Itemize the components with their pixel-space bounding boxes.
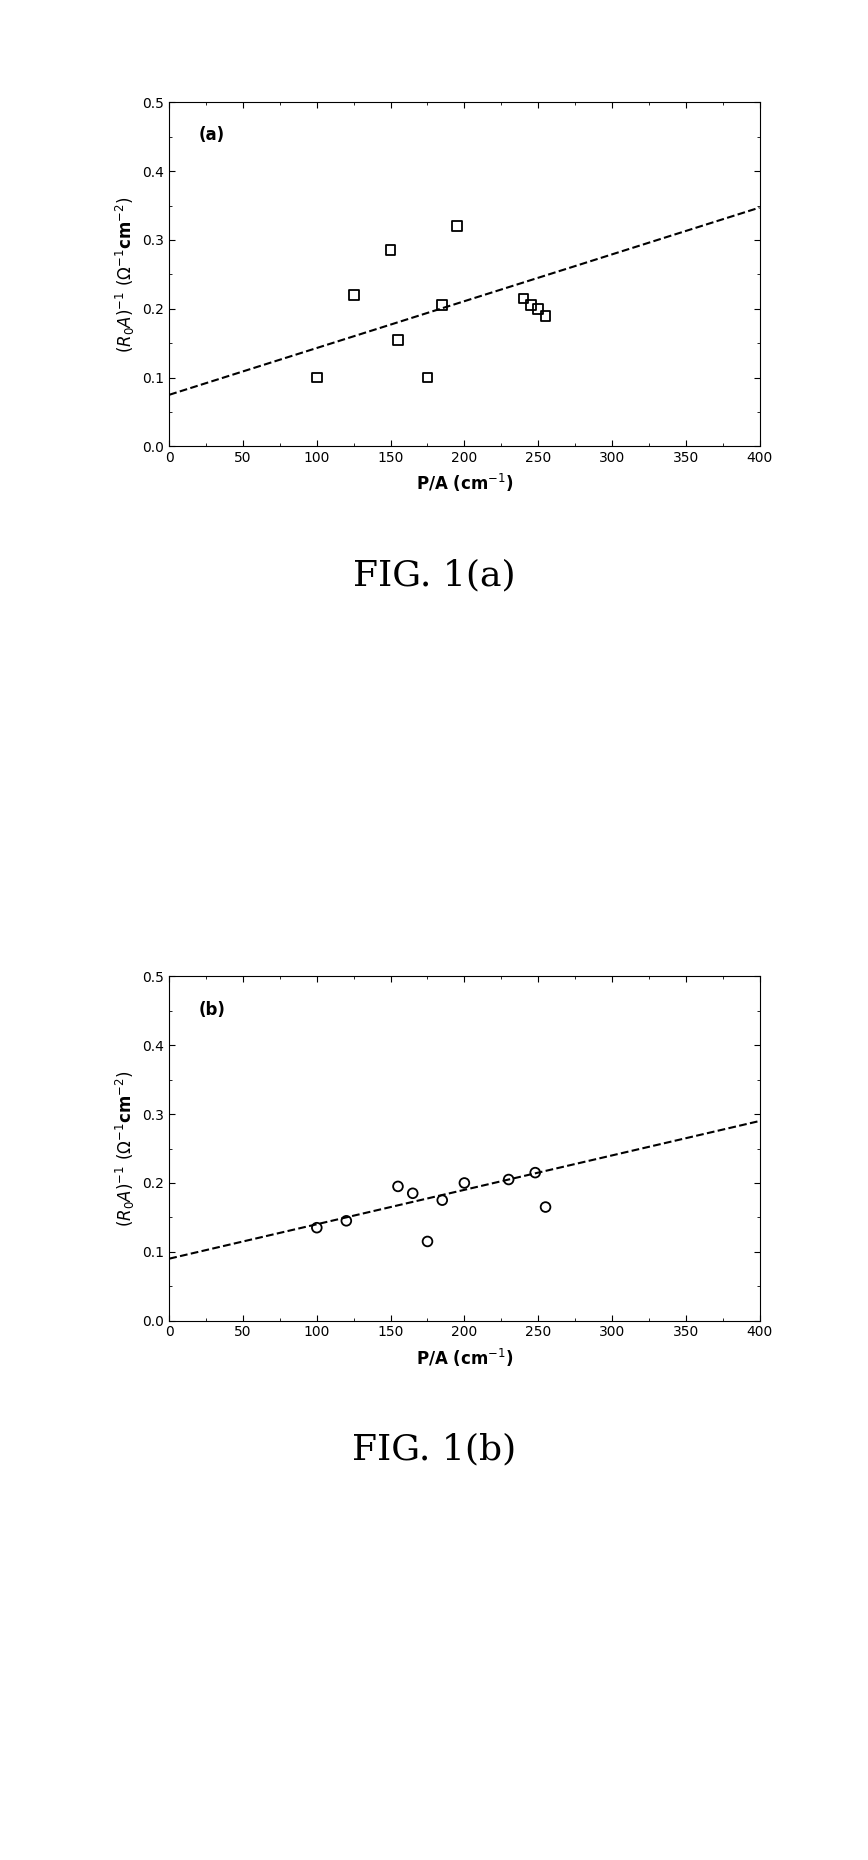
Point: [391, 326, 405, 355]
Y-axis label: $(R_0A)^{-1}$ $({\Omega}^{-1}$cm$^{-2})$: $(R_0A)^{-1}$ $({\Omega}^{-1}$cm$^{-2})$: [114, 195, 137, 353]
Text: FIG. 1(a): FIG. 1(a): [352, 558, 516, 591]
Point: [339, 1205, 353, 1235]
X-axis label: P/A (cm$^{-1}$): P/A (cm$^{-1}$): [416, 472, 513, 495]
Point: [310, 1213, 324, 1242]
Point: [435, 1185, 450, 1215]
Point: [435, 290, 450, 320]
Point: [524, 290, 538, 320]
Point: [420, 1226, 434, 1256]
Point: [450, 212, 464, 242]
Point: [538, 301, 553, 331]
Text: (b): (b): [199, 1001, 226, 1019]
Point: [391, 1172, 405, 1202]
Point: [502, 1164, 516, 1194]
Point: [538, 1192, 553, 1222]
Point: [420, 363, 434, 392]
Point: [516, 283, 530, 312]
Point: [529, 1157, 542, 1187]
Point: [457, 1168, 471, 1198]
Text: FIG. 1(b): FIG. 1(b): [352, 1432, 516, 1466]
Point: [406, 1179, 420, 1209]
X-axis label: P/A (cm$^{-1}$): P/A (cm$^{-1}$): [416, 1347, 513, 1369]
Y-axis label: $(R_0A)^{-1}$ $({\Omega}^{-1}$cm$^{-2})$: $(R_0A)^{-1}$ $({\Omega}^{-1}$cm$^{-2})$: [114, 1070, 137, 1228]
Point: [531, 294, 545, 324]
Point: [384, 236, 398, 266]
Point: [347, 281, 361, 311]
Point: [310, 363, 324, 392]
Text: (a): (a): [199, 126, 225, 145]
